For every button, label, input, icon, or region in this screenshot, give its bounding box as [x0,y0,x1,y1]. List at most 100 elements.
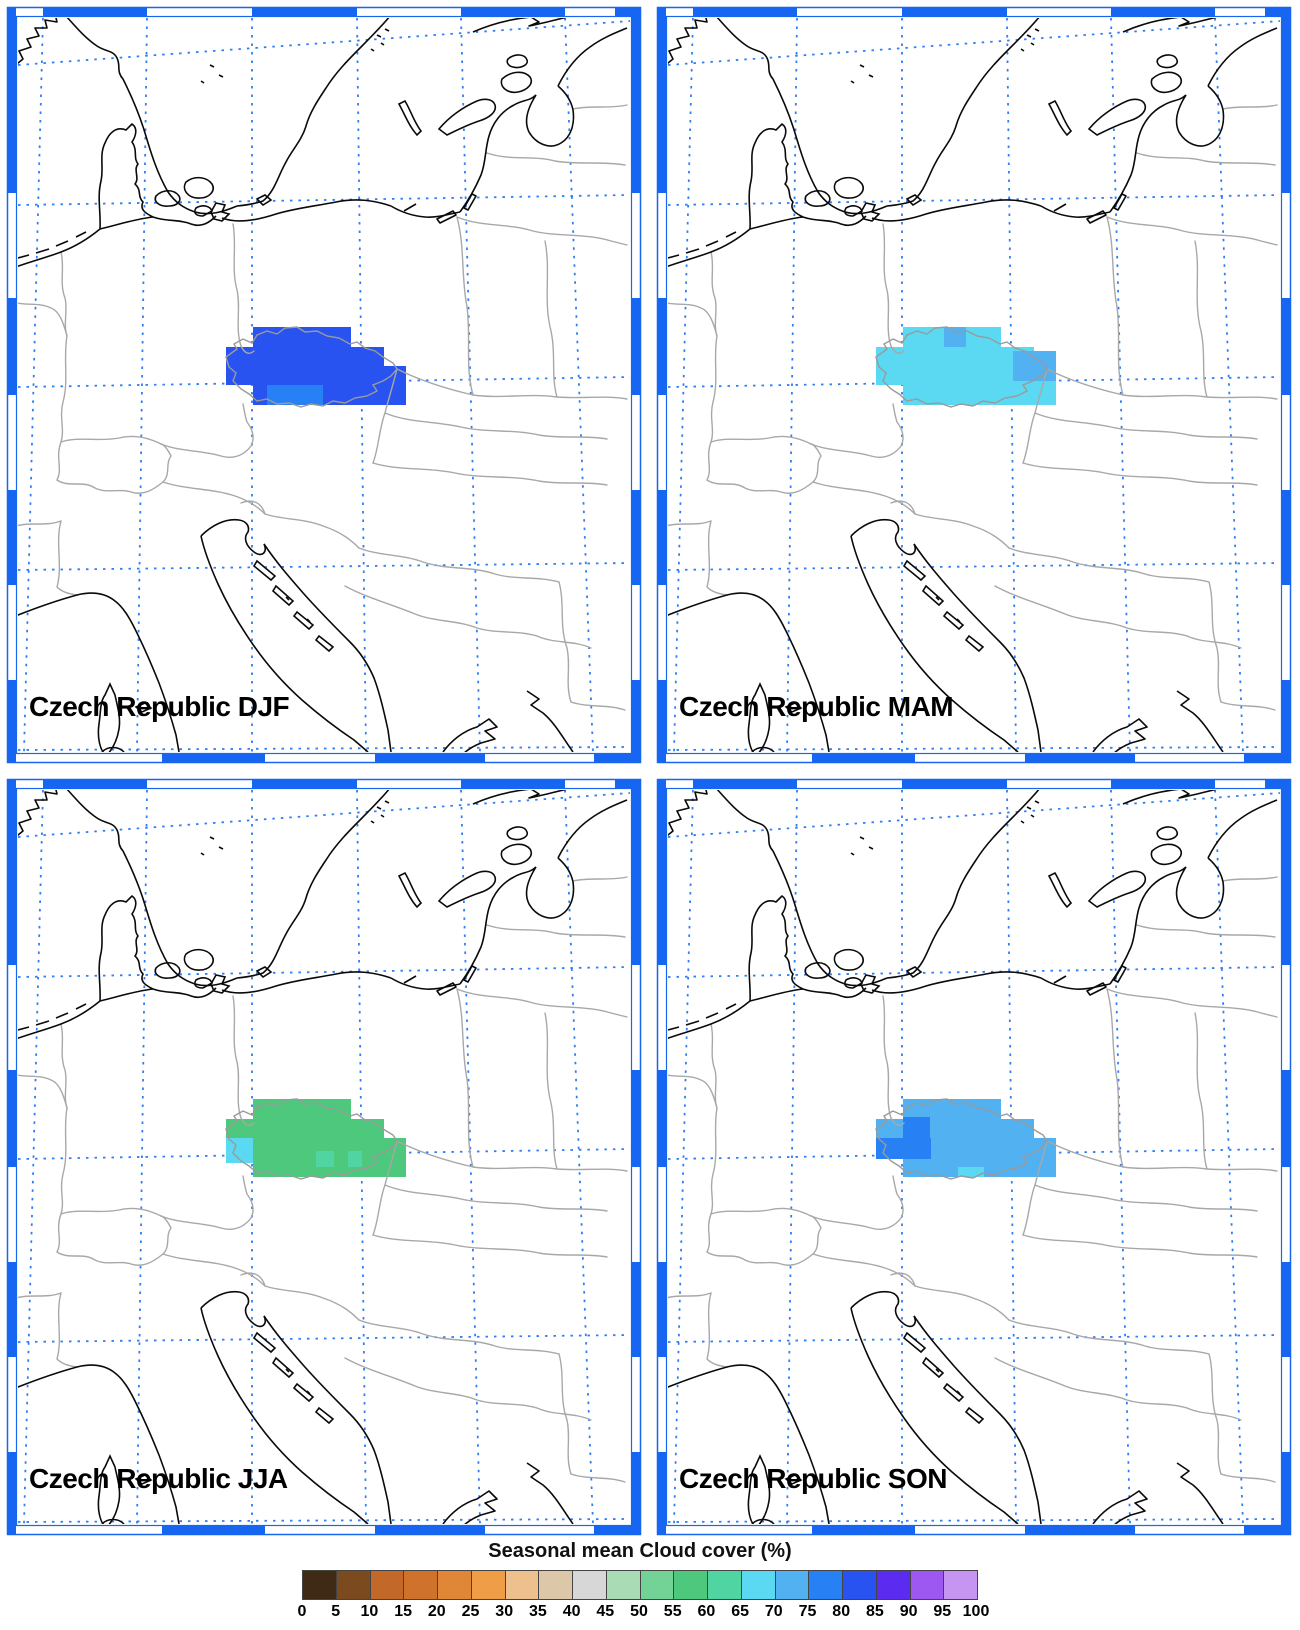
coastline [98,123,154,230]
coastline [913,1315,1042,1524]
country-border [914,1285,1010,1321]
island-coastline [314,1406,335,1425]
island-coastline [784,702,803,713]
frame-tick-segment [8,1357,16,1452]
frame-tick-segment [1025,1526,1135,1534]
coastline [1113,965,1127,983]
coastline [152,215,217,227]
colorbar-cell [336,1571,371,1599]
country-border [456,988,474,1168]
frame-tick-segment [375,754,485,762]
frame-tick-segment [1111,8,1215,16]
graticule-meridian [1214,18,1244,752]
island-coastline [183,948,214,971]
island-coastline [1150,843,1183,866]
frame-tick-segment [1282,8,1290,193]
country-border [18,1292,62,1299]
frame-tick-segment [1265,780,1290,788]
country-border [1008,1319,1210,1355]
country-border [1106,216,1278,246]
coastline [370,28,390,52]
coastline [850,535,1019,752]
frame-tick-segment [658,780,693,788]
coastline [749,216,804,230]
country-border [396,368,628,400]
country-border [18,302,68,337]
frame-tick-segment [8,585,16,680]
country-border [396,1140,628,1172]
coastline [459,94,537,213]
country-border [1194,1012,1208,1170]
island-coastline [314,634,335,653]
coastline [668,231,737,259]
coastline [101,1518,125,1524]
frame-tick-segment [461,780,565,788]
frame-tick-segment [1282,680,1290,762]
frame-tick-segment [658,8,693,16]
frame-tick-segment [658,395,666,490]
country-border [1222,876,1278,882]
frame-tick-segment [658,1262,666,1357]
frame-tick-segment [658,1357,666,1452]
frame-tick-segment [1282,490,1290,585]
country-border [240,500,266,515]
country-border [160,1175,254,1230]
frame-outer-line [656,778,1292,1536]
graticule-parallel [668,792,1280,838]
frame-tick-segment [658,965,666,1070]
country-border [812,1253,916,1287]
country-border [358,1319,560,1355]
colorbar-cell [370,1571,405,1599]
frame-tick-segment [43,8,147,16]
island-coastline [1047,99,1073,137]
island-coastline [921,1356,945,1379]
colorbar-tick: 10 [360,1603,379,1620]
frame-tick-segment [658,298,666,395]
coastline [285,596,311,623]
frame-tick-segment [1215,8,1265,16]
colorbar-tick: 65 [731,1603,749,1620]
frame-tick-segment [1282,1167,1290,1262]
country-border [706,1213,822,1266]
country-border [232,223,255,354]
graticule-meridian [786,790,798,1524]
coastline [200,836,224,856]
colorbar-tick: 100 [962,1603,990,1620]
colorbar-cell [910,1571,945,1599]
colorbar-cell [944,1571,977,1599]
coastline [1175,857,1225,919]
colorbar-tick: 5 [331,1603,341,1620]
coastline [66,790,238,987]
coastline [463,193,477,211]
frame-tick-segment [594,1526,640,1534]
country-border [882,995,905,1126]
country-border [1186,635,1242,649]
coastline [748,123,804,230]
colorbar-tick: 60 [697,1603,716,1620]
country-border [668,520,712,527]
frame-inner-line [15,15,633,755]
country-border [1022,412,1036,464]
cloud-cover-cell [226,1119,384,1138]
frame-tick-segment [632,780,640,965]
country-border [486,924,626,938]
country-border [1186,1407,1242,1421]
country-border [544,1012,558,1170]
country-border [1220,701,1276,711]
country-border [60,1023,68,1109]
country-border [1222,104,1278,110]
colorbar-cell [303,1571,337,1599]
coastline [98,895,154,1002]
coastline [716,18,888,215]
colorbar-cell [843,1571,877,1599]
island-coastline [833,948,864,971]
czech-republic-border [875,326,1048,408]
frame-tick-segment [8,8,16,193]
coastline [99,216,154,230]
graticule-parallel [668,194,1280,206]
coastline [850,1290,917,1328]
country-border [264,513,360,549]
island-coastline [134,702,153,713]
country-border [1034,412,1258,440]
frame-tick-segment [8,1526,162,1534]
